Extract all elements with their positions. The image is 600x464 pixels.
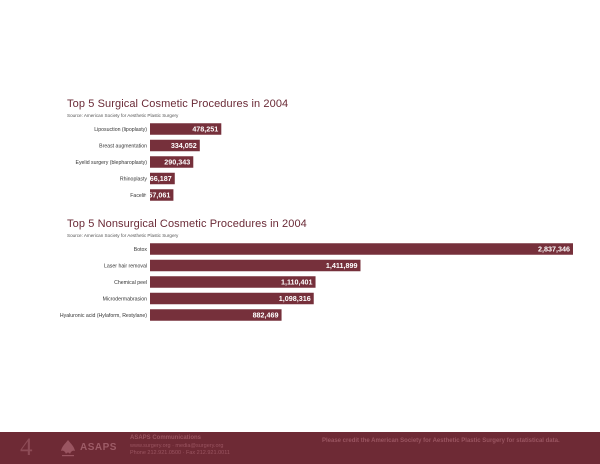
page-number: 4: [20, 434, 33, 461]
bar-2: [150, 259, 361, 272]
category-label-1: Botox: [134, 247, 148, 253]
bar-1: [150, 243, 573, 255]
category-label-3: Eyelid surgery (blepharoplasty): [75, 160, 147, 166]
value-label-2: 334,052: [171, 141, 197, 150]
value-label-2: 1,411,899: [326, 261, 358, 270]
value-label-1: 2,837,346: [538, 245, 570, 254]
bar-3: [150, 156, 194, 168]
value-label-5: 157,061: [144, 191, 170, 200]
category-label-1: Liposuction (lipoplasty): [94, 127, 147, 133]
contact-heading: ASAPS Communications: [130, 435, 202, 441]
asaps-logo-icon: [61, 440, 75, 457]
contact-web[interactable]: www.surgery.org · media@surgery.org: [130, 442, 224, 449]
bar-4: [150, 292, 314, 305]
org-name: ASAPS: [80, 442, 117, 453]
value-label-1: 478,251: [192, 125, 218, 134]
nonsurgical-chart-plot: Botox 2,837,346 Laser hair removal 1,411,89…: [60, 243, 573, 321]
value-label-3: 290,343: [164, 158, 190, 167]
page-footer: 4 ASAPS ASAPS Communications www.surgery…: [0, 432, 600, 464]
bar-5: [150, 189, 174, 201]
category-label-4: Microdermabrasion: [103, 296, 148, 302]
contact-phone: Phone 212.921.0500 · Fax 212.921.0011: [130, 450, 230, 456]
bar-5: [150, 309, 282, 321]
category-label-3: Chemical peel: [114, 280, 147, 286]
surgical-chart-title: Top 5 Surgical Cosmetic Procedures in 20…: [67, 98, 289, 110]
nonsurgical-chart-source: Source: American Society for Aesthetic P…: [67, 233, 179, 238]
value-label-4: 166,187: [146, 174, 172, 183]
nonsurgical-chart-title: Top 5 Nonsurgical Cosmetic Procedures in…: [67, 218, 307, 230]
category-label-5: Hyaluronic acid (Hylaform, Restylane): [60, 313, 147, 319]
surgical-chart-source: Source: American Society for Aesthetic P…: [67, 113, 179, 118]
bar-1: [150, 123, 222, 135]
bar-4: [150, 172, 175, 185]
category-label-5: Facelift: [130, 193, 147, 199]
category-label-2: Breast augmentation: [99, 143, 147, 149]
bar-2: [150, 139, 200, 152]
value-label-3: 1,110,401: [281, 278, 313, 287]
category-label-4: Rhinoplasty: [120, 176, 148, 182]
value-label-4: 1,098,316: [279, 294, 311, 303]
bar-3: [150, 276, 316, 288]
surgical-chart-plot: Liposuction (lipoplasty) 478,251 Breast au…: [75, 123, 222, 201]
contact-info: ASAPS Communications www.surgery.org · m…: [130, 435, 230, 458]
category-label-2: Laser hair removal: [104, 263, 147, 269]
credit-notice: Please credit the American Society for A…: [322, 438, 560, 444]
value-label-5: 882,469: [253, 311, 279, 320]
